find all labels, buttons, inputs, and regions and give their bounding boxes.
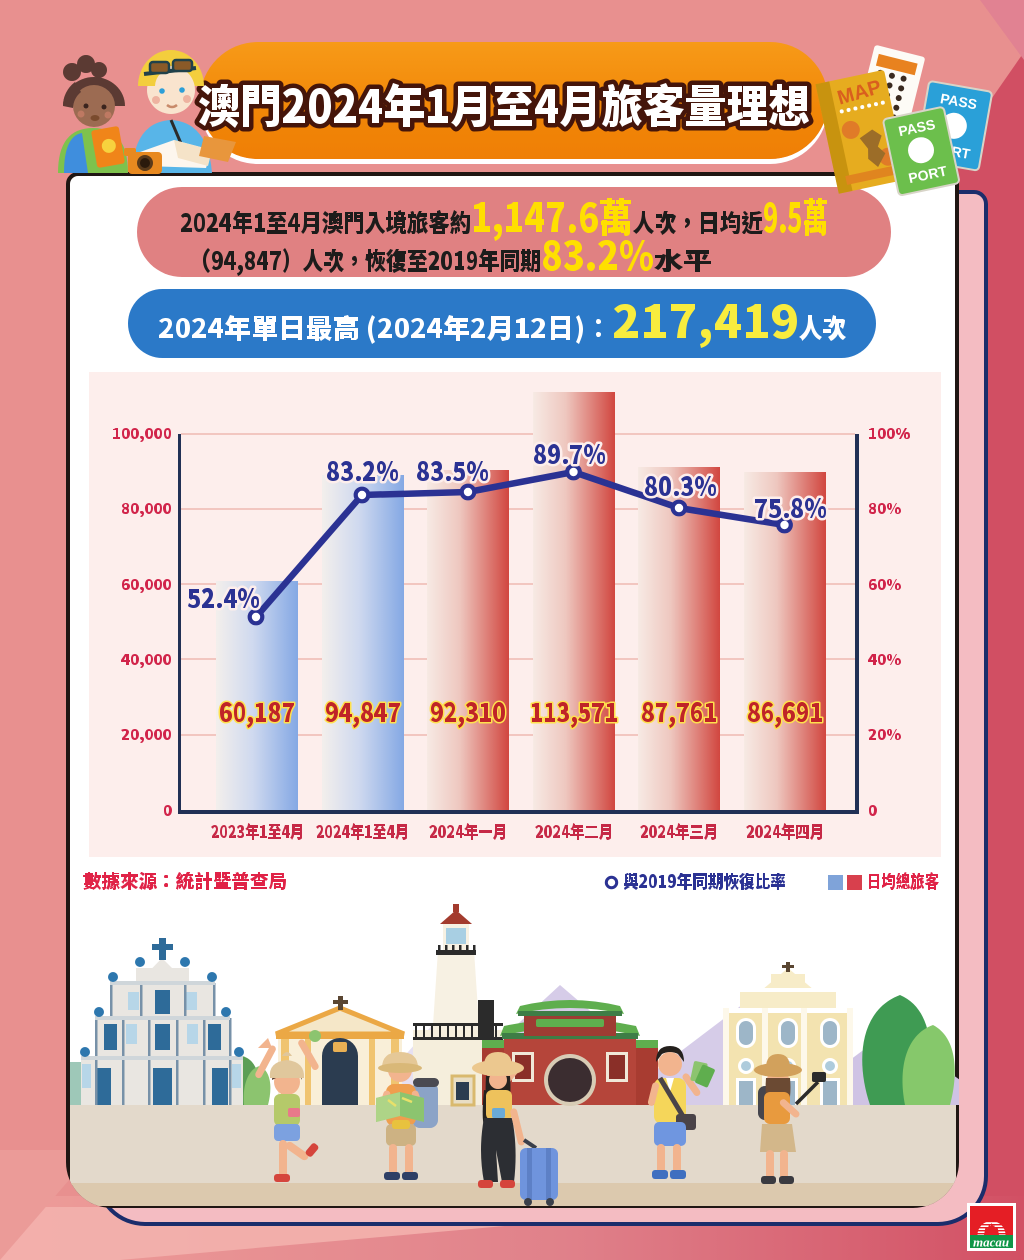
svg-text:PASS: PASS bbox=[897, 116, 937, 139]
svg-text:PASS: PASS bbox=[939, 90, 978, 112]
svg-text:macau: macau bbox=[973, 1235, 1009, 1250]
